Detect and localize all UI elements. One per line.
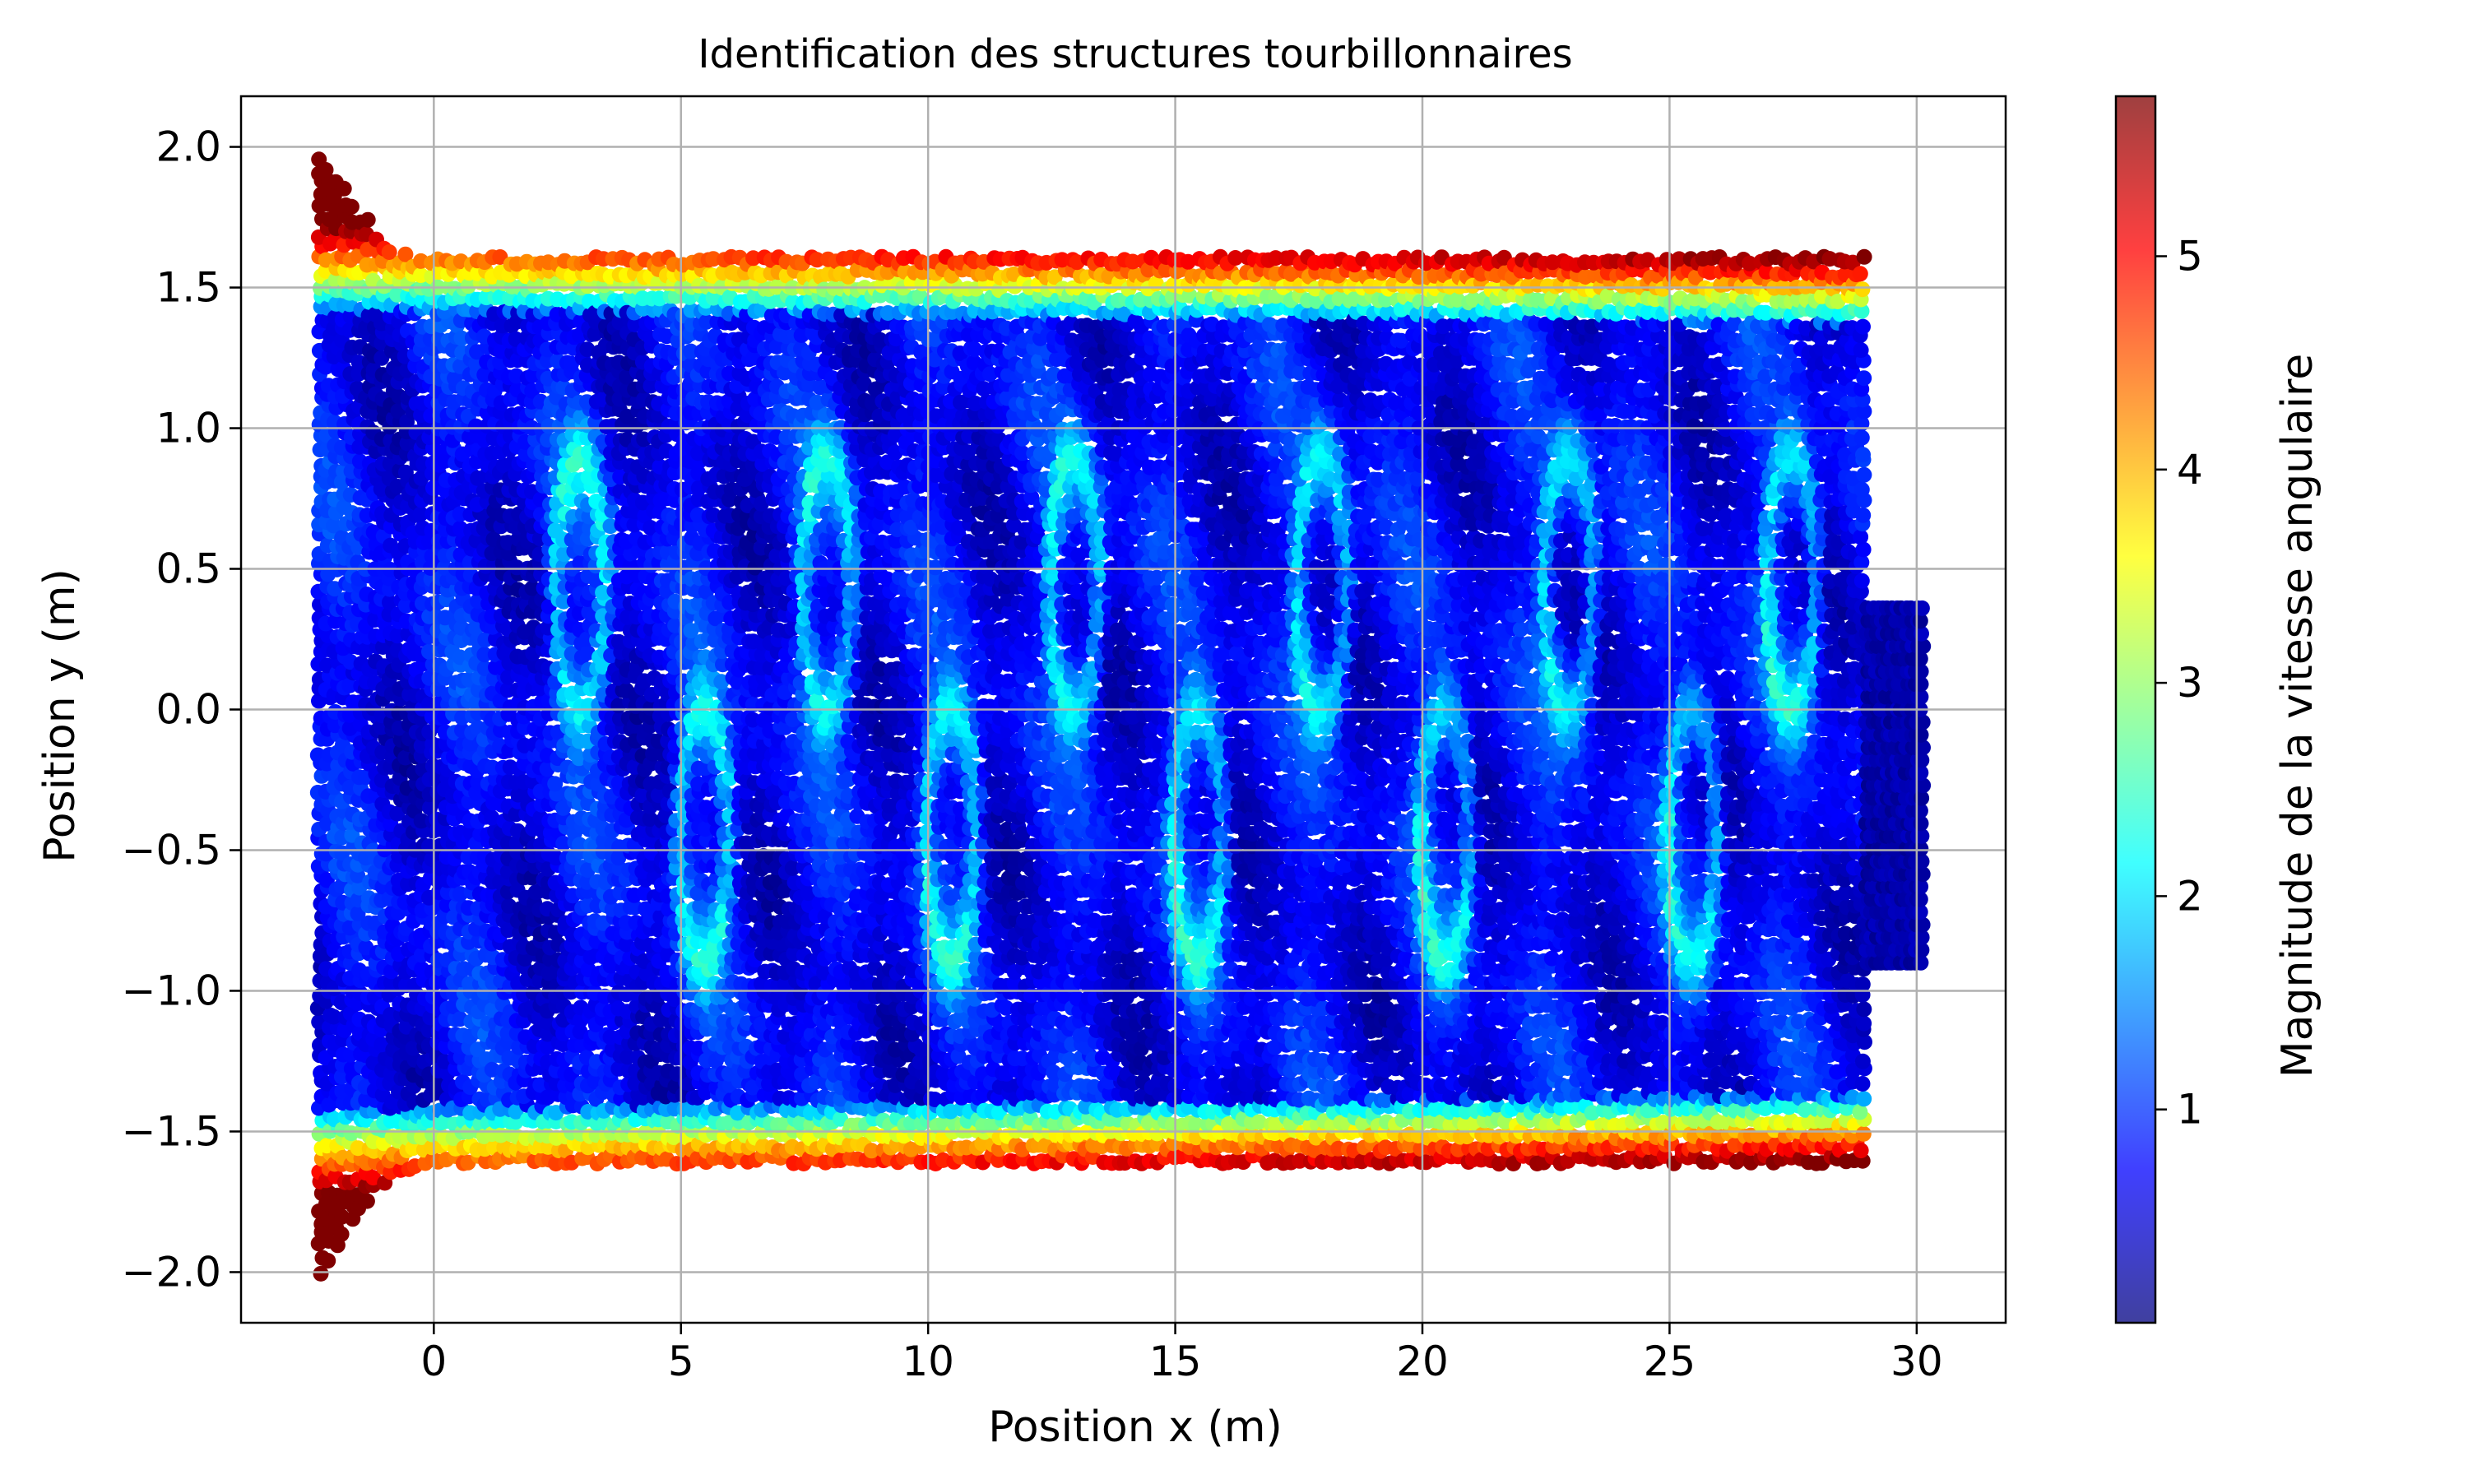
scatter-point: [350, 1140, 366, 1157]
scatter-point: [320, 1253, 336, 1269]
scatter-point: [389, 805, 406, 822]
scatter-point: [360, 211, 376, 228]
scatter-point: [397, 246, 414, 262]
scatter-point: [398, 597, 414, 614]
scatter-point: [350, 867, 366, 883]
chart-title: Identification des structures tourbillon…: [698, 31, 1572, 77]
scatter-point: [341, 677, 358, 693]
scatter-point: [397, 464, 414, 480]
scatter-point: [326, 1009, 341, 1025]
scatter-point: [336, 180, 352, 197]
scatter-point: [313, 1265, 329, 1282]
scatter-point: [381, 244, 397, 260]
scatter-point: [333, 1226, 350, 1242]
scatter-point: [373, 481, 389, 497]
scatter-point: [318, 162, 334, 178]
scatter-point: [382, 594, 397, 610]
scatter-point: [357, 642, 373, 659]
scatter-point: [359, 1193, 375, 1209]
scatter-point: [350, 906, 366, 921]
scatter-point: [334, 665, 350, 680]
scatter-field: [309, 151, 1932, 1282]
scatter-point: [343, 198, 360, 215]
plot-area: 0 5 10 15 20 25 30 2.01.51.00.50.0−0.5−1.0−1.5…: [122, 95, 2007, 1385]
scatter-point: [326, 517, 341, 534]
